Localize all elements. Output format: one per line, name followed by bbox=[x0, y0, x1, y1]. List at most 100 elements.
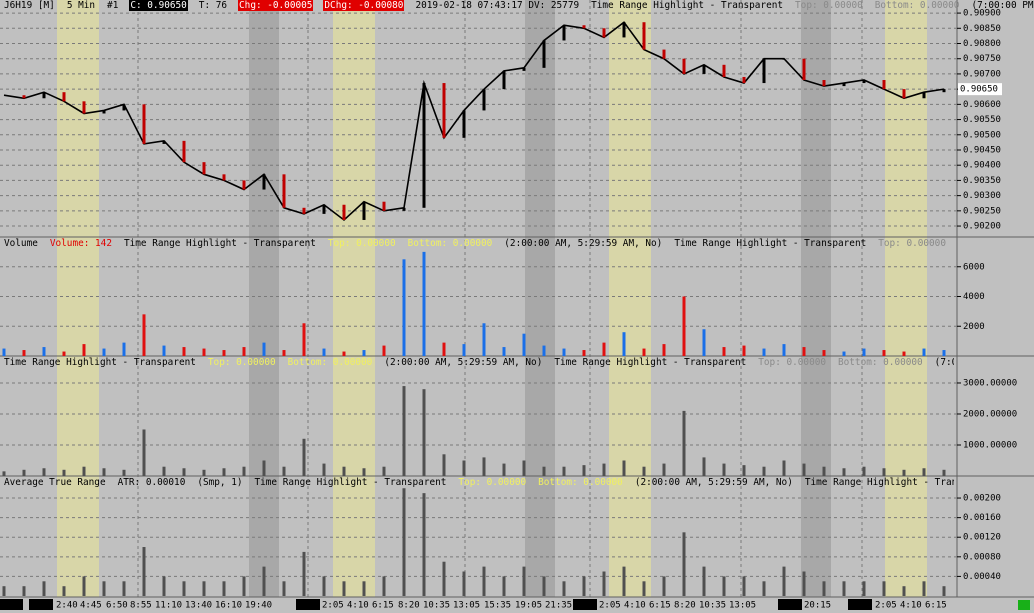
bar bbox=[502, 576, 506, 596]
x-tick-label: 15:35 bbox=[484, 601, 511, 611]
x-tick-label: 2-13 bbox=[30, 601, 52, 611]
y-tick-label: 1000.00000 bbox=[963, 440, 1017, 450]
bar bbox=[702, 566, 706, 596]
header-item: Time Range Highlight - Transparent bbox=[554, 357, 747, 368]
x-tick-label: 6:50 bbox=[106, 601, 128, 611]
header-item: (7:00:00 PM, 9:29:59 PM, No) bbox=[934, 357, 954, 368]
bar bbox=[122, 469, 126, 476]
candle bbox=[122, 104, 126, 111]
bar bbox=[262, 566, 266, 596]
bar bbox=[322, 576, 326, 596]
candle bbox=[442, 83, 446, 138]
bar bbox=[182, 468, 186, 476]
header-item: 2019-02-18 07:43:17 DV: 25779 bbox=[415, 0, 580, 11]
candle bbox=[142, 104, 146, 144]
candle bbox=[622, 22, 626, 38]
bar bbox=[782, 566, 786, 596]
bar bbox=[302, 323, 306, 356]
bar bbox=[942, 469, 946, 476]
bar bbox=[202, 348, 206, 356]
bar bbox=[262, 460, 266, 476]
bar bbox=[882, 350, 886, 356]
header-item: Volume: 142 bbox=[49, 238, 112, 249]
y-tick-label: 0.00040 bbox=[963, 572, 1001, 582]
bar bbox=[702, 329, 706, 356]
y-tick-label: 0.90750 bbox=[963, 54, 1001, 64]
bar bbox=[562, 348, 566, 356]
bar bbox=[742, 576, 746, 596]
x-tick-label: 4:10 bbox=[900, 601, 922, 611]
x-tick-label: 6:15 bbox=[372, 601, 394, 611]
bar bbox=[482, 457, 486, 476]
bar bbox=[762, 348, 766, 356]
y-tick-label: 0.00160 bbox=[963, 513, 1001, 523]
price-line bbox=[3, 21, 945, 222]
bar bbox=[182, 347, 186, 356]
bar bbox=[402, 488, 406, 596]
x-tick-label: 11:10 bbox=[155, 601, 182, 611]
bar bbox=[622, 332, 626, 356]
header-item: Top: 0.00000 bbox=[758, 357, 826, 368]
bar bbox=[442, 342, 446, 356]
candle bbox=[842, 83, 846, 87]
candle bbox=[502, 70, 506, 90]
bar bbox=[342, 466, 346, 476]
header-item: Time Range Highlight - Transparent bbox=[674, 238, 867, 249]
bar bbox=[2, 348, 6, 356]
candle bbox=[902, 89, 906, 99]
bar bbox=[342, 581, 346, 596]
y-tick-label: 2000.00000 bbox=[963, 409, 1017, 419]
bar bbox=[462, 344, 466, 356]
bar bbox=[502, 347, 506, 356]
header-item: Top: 0.00000 bbox=[795, 0, 863, 11]
y-tick-label: 6000 bbox=[963, 262, 985, 272]
date-box bbox=[778, 599, 802, 610]
bar bbox=[22, 469, 26, 476]
bar bbox=[922, 348, 926, 356]
candle bbox=[682, 58, 686, 74]
bar bbox=[102, 468, 106, 476]
bar bbox=[262, 342, 266, 356]
header-item: Average True Range bbox=[4, 477, 106, 488]
header-item: Bottom: 0.00000 bbox=[538, 477, 623, 488]
bar bbox=[222, 468, 226, 476]
date-box bbox=[573, 599, 597, 610]
header-item: Bottom: 0.00000 bbox=[407, 238, 493, 249]
x-tick-label: 13:05 bbox=[453, 601, 480, 611]
bar bbox=[682, 296, 686, 356]
bar bbox=[242, 466, 246, 476]
x-tick-label: 4:45 bbox=[80, 601, 102, 611]
bar bbox=[902, 586, 906, 596]
header-item: Time Range Highlight - Transparent bbox=[123, 238, 316, 249]
candle bbox=[942, 89, 946, 93]
bar bbox=[602, 342, 606, 356]
bar bbox=[822, 581, 826, 596]
last-price-box bbox=[958, 83, 1002, 96]
bar bbox=[842, 351, 846, 356]
x-tick-label: 8:20 bbox=[674, 601, 696, 611]
header-item: 5 Min bbox=[66, 0, 96, 11]
bar bbox=[862, 466, 866, 476]
bar bbox=[422, 493, 426, 596]
candle bbox=[62, 92, 66, 102]
candle bbox=[202, 162, 206, 175]
candle bbox=[862, 80, 866, 84]
bar bbox=[742, 345, 746, 356]
x-tick-label: 19:05 bbox=[515, 601, 542, 611]
bar bbox=[822, 350, 826, 356]
bar bbox=[222, 350, 226, 356]
candle bbox=[462, 110, 466, 138]
candle bbox=[582, 25, 586, 29]
header-item: DChg: -0.00080 bbox=[323, 0, 405, 11]
bar bbox=[402, 386, 406, 476]
candle bbox=[222, 174, 226, 181]
panel-header: Time Range Highlight - Transparent Top: 0… bbox=[3, 357, 954, 368]
candle bbox=[82, 101, 86, 114]
time-highlights bbox=[57, 0, 927, 597]
bar bbox=[882, 581, 886, 596]
header-item: ATR: 0.00010 bbox=[117, 477, 186, 488]
bar bbox=[742, 465, 746, 476]
bar bbox=[782, 344, 786, 356]
candle bbox=[22, 95, 26, 99]
